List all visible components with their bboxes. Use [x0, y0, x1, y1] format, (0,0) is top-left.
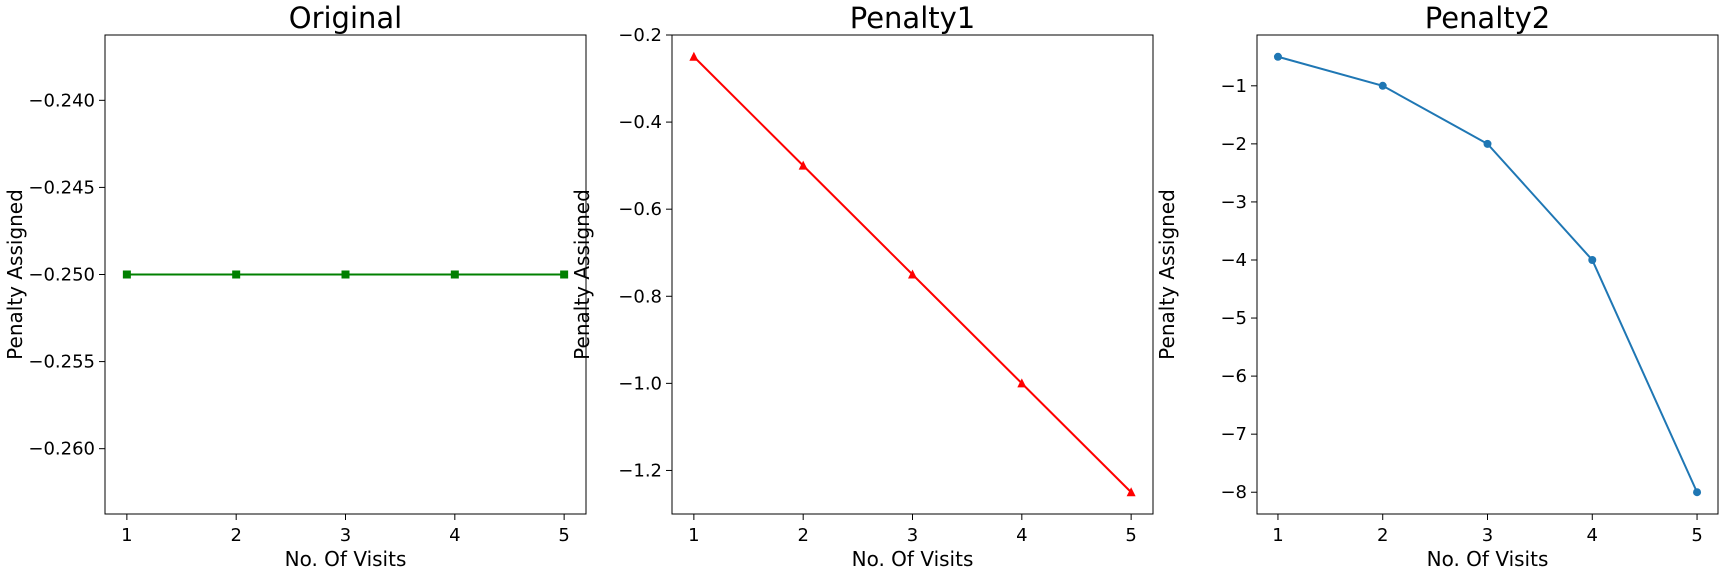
y-tick-label: −8 [1220, 482, 1247, 503]
data-point [341, 270, 350, 279]
y-tick-label: −4 [1220, 250, 1247, 271]
y-axis-label: Penalty Assigned [1155, 189, 1179, 360]
chart-title: Penalty1 [850, 1, 976, 35]
x-tick-label: 5 [558, 525, 569, 546]
data-point [1273, 52, 1282, 61]
y-tick-label: −1.0 [618, 373, 662, 394]
x-tick-label: 4 [1587, 525, 1598, 546]
chart-panel-1: Original 1 2 3 4 5 −0.260 −0.255 −0.250 −0.245 −0.… [3, 1, 587, 569]
data-point [122, 270, 131, 279]
x-tick-label: 3 [907, 525, 918, 546]
data-point [1126, 487, 1136, 497]
x-tick-label: 2 [230, 525, 241, 546]
y-tick-label: −0.245 [28, 177, 95, 198]
y-tick-label: −5 [1220, 308, 1247, 329]
x-tick-label: 3 [340, 525, 351, 546]
data-point [1017, 378, 1027, 388]
y-tick-label: −2 [1220, 134, 1247, 155]
y-tick-label: −1 [1220, 76, 1247, 97]
data-point [1693, 488, 1702, 497]
chart-title: Original [289, 1, 402, 35]
y-tick-label: −0.6 [618, 199, 662, 220]
data-point [908, 269, 917, 279]
data-point [450, 270, 459, 279]
plot-frame [1256, 34, 1719, 515]
data-point [798, 160, 808, 170]
y-tick-label: −0.2 [618, 25, 662, 46]
x-axis-label: No. Of Visits [285, 547, 407, 569]
x-tick-label: 5 [1691, 525, 1702, 546]
chart-panel-2: Penalty1 1 2 3 4 5 −1.2 −1.0 −0.8 −0.6 −0.4 −0.2 No.… [570, 1, 1154, 569]
y-tick-label: −0.255 [28, 352, 95, 373]
y-tick-label: −0.8 [618, 286, 662, 307]
y-tick-label: −1.2 [618, 460, 662, 481]
data-point [1588, 255, 1597, 264]
y-tick-label: −3 [1220, 192, 1247, 213]
y-tick-label: −0.4 [618, 112, 662, 133]
y-tick-label: −0.240 [28, 90, 95, 111]
x-axis-label: No. Of Visits [1427, 547, 1549, 569]
y-tick-label: −0.250 [28, 265, 95, 286]
chart-title: Penalty2 [1425, 1, 1551, 35]
chart-panel-3: Penalty2 1 2 3 4 5 −8 −7 −6 −5 −4 −3 −2 −1 No. Of Visi… [1155, 1, 1719, 569]
x-tick-label: 1 [1272, 525, 1283, 546]
data-point [232, 270, 241, 279]
y-axis-label: Penalty Assigned [3, 189, 27, 360]
x-tick-label: 4 [1016, 525, 1027, 546]
data-point [1483, 139, 1492, 148]
y-axis-label: Penalty Assigned [570, 189, 594, 360]
data-point [560, 270, 569, 279]
series-line-1 [1277, 55, 1698, 493]
data-point [689, 51, 699, 61]
y-tick-label: −7 [1220, 424, 1247, 445]
x-tick-label: 3 [1482, 525, 1493, 546]
y-tick-label: −6 [1220, 366, 1247, 387]
data-point [1378, 81, 1387, 90]
x-tick-label: 2 [1377, 525, 1388, 546]
x-tick-label: 2 [797, 525, 808, 546]
x-tick-label: 5 [1125, 525, 1136, 546]
x-tick-label: 1 [121, 525, 132, 546]
x-tick-label: 4 [449, 525, 460, 546]
x-axis-label: No. Of Visits [852, 547, 974, 569]
y-tick-label: −0.260 [28, 439, 95, 460]
x-tick-label: 1 [688, 525, 699, 546]
